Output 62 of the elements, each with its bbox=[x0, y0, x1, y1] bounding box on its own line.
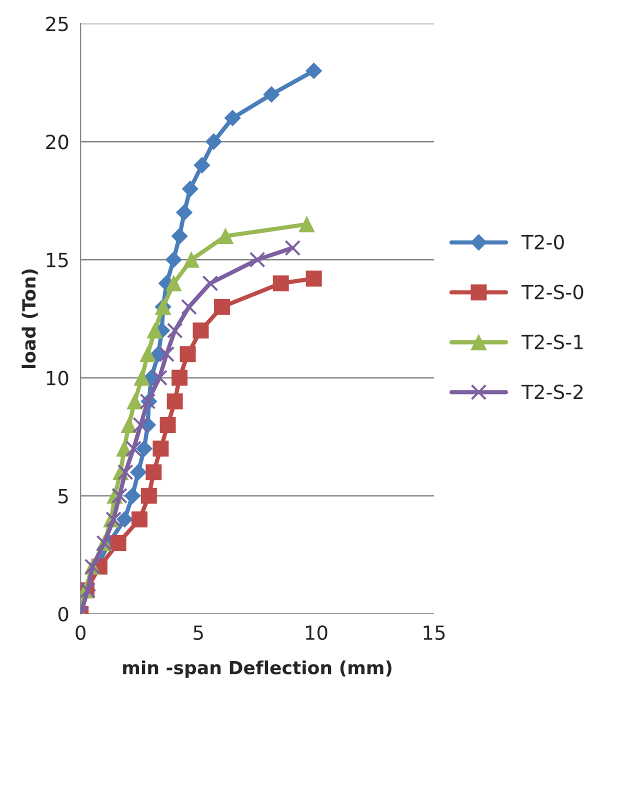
y-tick-label: 25 bbox=[46, 16, 68, 32]
point bbox=[132, 511, 148, 528]
point bbox=[158, 346, 175, 362]
point bbox=[146, 322, 163, 339]
x-tick-label: 0 bbox=[76, 625, 86, 640]
point bbox=[111, 488, 128, 504]
point bbox=[130, 464, 147, 480]
point bbox=[192, 322, 209, 339]
point bbox=[263, 86, 280, 103]
point bbox=[180, 346, 196, 362]
legend-label: T2-0 bbox=[521, 234, 564, 250]
point bbox=[124, 488, 141, 504]
point bbox=[126, 393, 143, 410]
point bbox=[117, 464, 134, 480]
point bbox=[224, 110, 241, 126]
point bbox=[116, 511, 133, 528]
point bbox=[160, 416, 176, 433]
point bbox=[126, 440, 142, 457]
point bbox=[171, 228, 188, 244]
point bbox=[110, 535, 126, 552]
point bbox=[182, 180, 198, 198]
point bbox=[166, 275, 182, 292]
x-tick-label: 10 bbox=[306, 625, 328, 640]
point bbox=[140, 488, 157, 504]
point bbox=[132, 416, 149, 433]
point bbox=[206, 133, 222, 150]
y-tick-label: 10 bbox=[46, 370, 68, 386]
point bbox=[152, 440, 169, 457]
point bbox=[134, 370, 150, 386]
point bbox=[306, 62, 322, 80]
point bbox=[272, 275, 289, 292]
y-tick-label: 20 bbox=[46, 134, 68, 150]
x-tick-label: 15 bbox=[424, 626, 445, 640]
point bbox=[298, 216, 315, 232]
point bbox=[214, 298, 230, 315]
point bbox=[183, 252, 200, 268]
point bbox=[218, 228, 234, 244]
y-tick-label: 15 bbox=[46, 252, 68, 268]
point bbox=[202, 275, 218, 292]
point bbox=[176, 204, 192, 221]
x-tick-label: 5 bbox=[194, 626, 203, 640]
point bbox=[152, 370, 168, 386]
point bbox=[166, 393, 183, 410]
point bbox=[166, 322, 183, 339]
y-axis-title: load (Ton) bbox=[22, 269, 38, 368]
point bbox=[194, 157, 210, 174]
y-tick-label: 5 bbox=[58, 489, 68, 504]
point bbox=[146, 464, 162, 480]
y-tick-label: 0 bbox=[58, 606, 68, 622]
point bbox=[120, 416, 137, 433]
point bbox=[249, 252, 266, 268]
point bbox=[136, 440, 152, 457]
x-axis-title: min -span Deflection (mm) bbox=[123, 660, 392, 678]
legend-label: T2-S-1 bbox=[521, 334, 583, 350]
point bbox=[284, 240, 301, 256]
point bbox=[306, 270, 322, 287]
point bbox=[165, 252, 182, 268]
legend-label: T2-S-0 bbox=[521, 284, 584, 300]
point bbox=[172, 370, 188, 386]
point bbox=[180, 298, 197, 315]
point bbox=[140, 346, 156, 362]
legend-label: T2-S-2 bbox=[521, 384, 583, 400]
